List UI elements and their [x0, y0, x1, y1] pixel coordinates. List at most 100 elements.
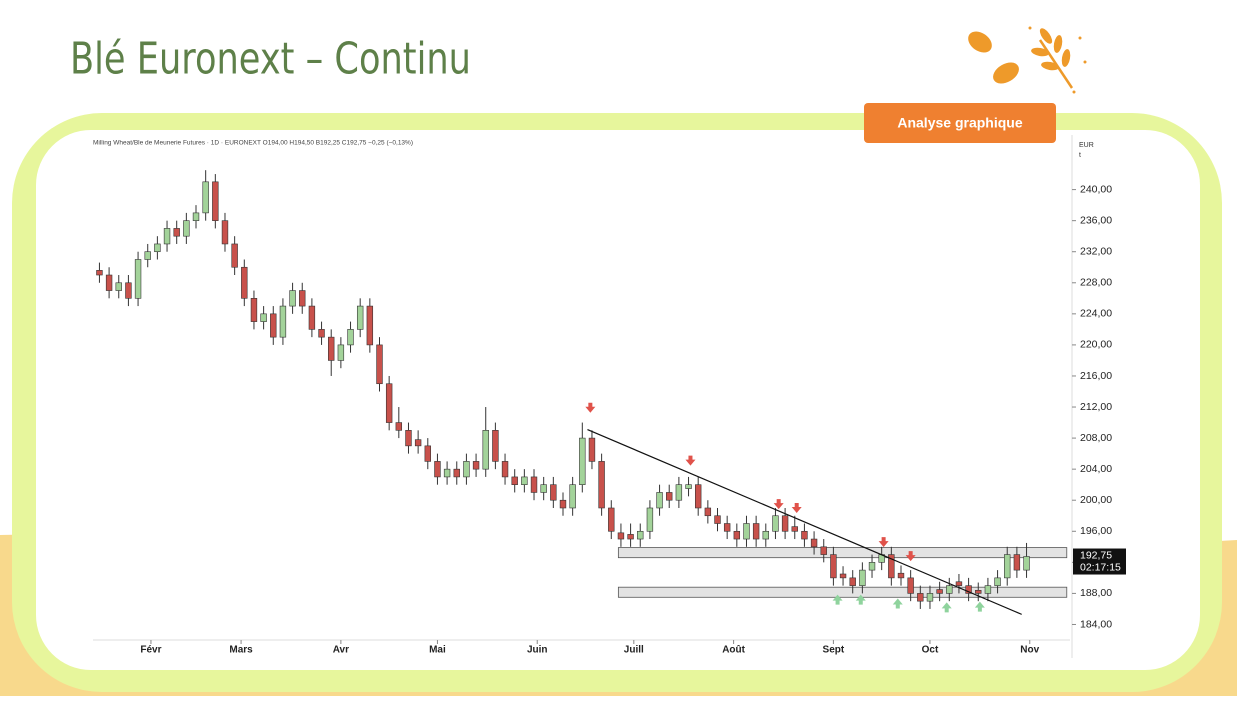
candle-body — [366, 305, 374, 346]
candle-body — [1013, 554, 1021, 571]
candle-body — [965, 585, 972, 594]
down-arrow — [585, 402, 596, 413]
candle-body — [434, 461, 441, 478]
candle-body — [308, 305, 316, 330]
down-arrow — [905, 551, 916, 562]
candle-body — [250, 298, 258, 322]
candle-body — [752, 523, 760, 540]
candle-body — [328, 336, 335, 361]
candle-body — [608, 507, 615, 532]
candle-body — [569, 484, 576, 509]
x-tick-label: Nov — [1020, 645, 1039, 656]
countdown: 02:17:15 — [1080, 561, 1121, 573]
candle-body — [550, 484, 557, 501]
candle-body — [202, 181, 209, 214]
candle-body — [801, 530, 808, 540]
x-tick-label: Juill — [624, 645, 644, 656]
candle-body — [115, 282, 122, 291]
candle-body — [579, 437, 586, 485]
candle-body — [627, 534, 634, 540]
x-tick-label: Juin — [527, 645, 548, 656]
candle-body — [936, 589, 943, 594]
candle-body — [472, 461, 480, 470]
down-arrow — [791, 502, 802, 513]
candle-body — [559, 499, 567, 509]
candle-body — [482, 430, 489, 470]
y-tick-label: 224,00 — [1080, 308, 1112, 320]
candle-body — [617, 532, 625, 540]
candle-body — [675, 484, 683, 501]
candle-body — [212, 181, 219, 221]
last-price-box — [1073, 548, 1126, 575]
candle-body — [888, 554, 895, 579]
candle-body — [762, 530, 769, 540]
candle-body — [656, 492, 663, 509]
candle-body — [694, 484, 702, 509]
candle-body — [173, 228, 180, 237]
candle-body — [163, 228, 171, 245]
candle-body — [405, 430, 412, 447]
candle-body — [540, 484, 547, 493]
up-arrow — [855, 594, 866, 605]
candle-body — [666, 492, 673, 501]
zone — [617, 586, 1068, 598]
candle-body — [733, 530, 741, 540]
up-arrow — [941, 602, 952, 613]
candle-body — [221, 220, 229, 245]
candle-body — [521, 476, 528, 485]
candle-body — [424, 445, 431, 462]
candle-body — [463, 461, 470, 478]
candle-body — [1004, 554, 1011, 579]
page-title: Blé Euronext – Continu — [70, 34, 471, 85]
candle-body — [975, 589, 982, 594]
candle-body — [859, 569, 866, 586]
up-arrow — [832, 594, 843, 605]
logo — [968, 26, 1087, 94]
x-tick-label: Févr — [140, 645, 161, 656]
y-tick-label: 220,00 — [1080, 339, 1112, 351]
candle-body — [414, 439, 422, 447]
candle-body — [96, 270, 103, 276]
candle-body — [134, 259, 142, 299]
candle-body — [241, 266, 248, 299]
y-tick-label: 196,00 — [1080, 525, 1112, 537]
candle-body — [192, 212, 200, 221]
legend-text: Milling Wheat/Ble de Meunerie Futures · … — [93, 140, 413, 147]
candle-body — [270, 313, 277, 338]
candle-body — [125, 282, 132, 299]
candle-body — [917, 593, 924, 602]
chart: Milling Wheat/Ble de Meunerie Futures · … — [93, 135, 1126, 658]
currency: EUR — [1079, 142, 1094, 149]
candle-body — [839, 573, 847, 579]
x-tick-label: Août — [722, 645, 745, 656]
candle-body — [279, 305, 287, 338]
y-tick-label: 212,00 — [1080, 401, 1112, 413]
trendline — [587, 428, 1022, 615]
candle-body — [598, 461, 605, 509]
candle-body — [743, 523, 750, 540]
candle-body — [704, 507, 712, 517]
candle-body — [946, 585, 953, 594]
candle-body — [231, 243, 238, 268]
candle-body — [637, 530, 644, 540]
candle-body — [723, 523, 731, 532]
candle-body — [501, 461, 509, 478]
x-tick-label: Sept — [823, 645, 845, 656]
candle-body — [588, 437, 596, 462]
y-tick-label: 236,00 — [1080, 214, 1112, 226]
candle-body — [105, 274, 113, 291]
candle-body — [907, 577, 914, 594]
candle-body — [260, 313, 267, 322]
x-tick-label: Avr — [333, 645, 349, 656]
candle-body — [183, 220, 190, 237]
candle-body — [289, 290, 296, 307]
candle-body — [347, 329, 354, 346]
y-tick-label: 204,00 — [1080, 463, 1112, 475]
y-tick-label: 188,00 — [1080, 587, 1112, 599]
candle-body — [849, 577, 856, 586]
candle-body — [376, 344, 383, 385]
y-tick-label: 184,00 — [1080, 618, 1112, 630]
last-price-label: 192,75 — [1080, 549, 1112, 561]
analysis-button[interactable] — [864, 103, 1056, 143]
